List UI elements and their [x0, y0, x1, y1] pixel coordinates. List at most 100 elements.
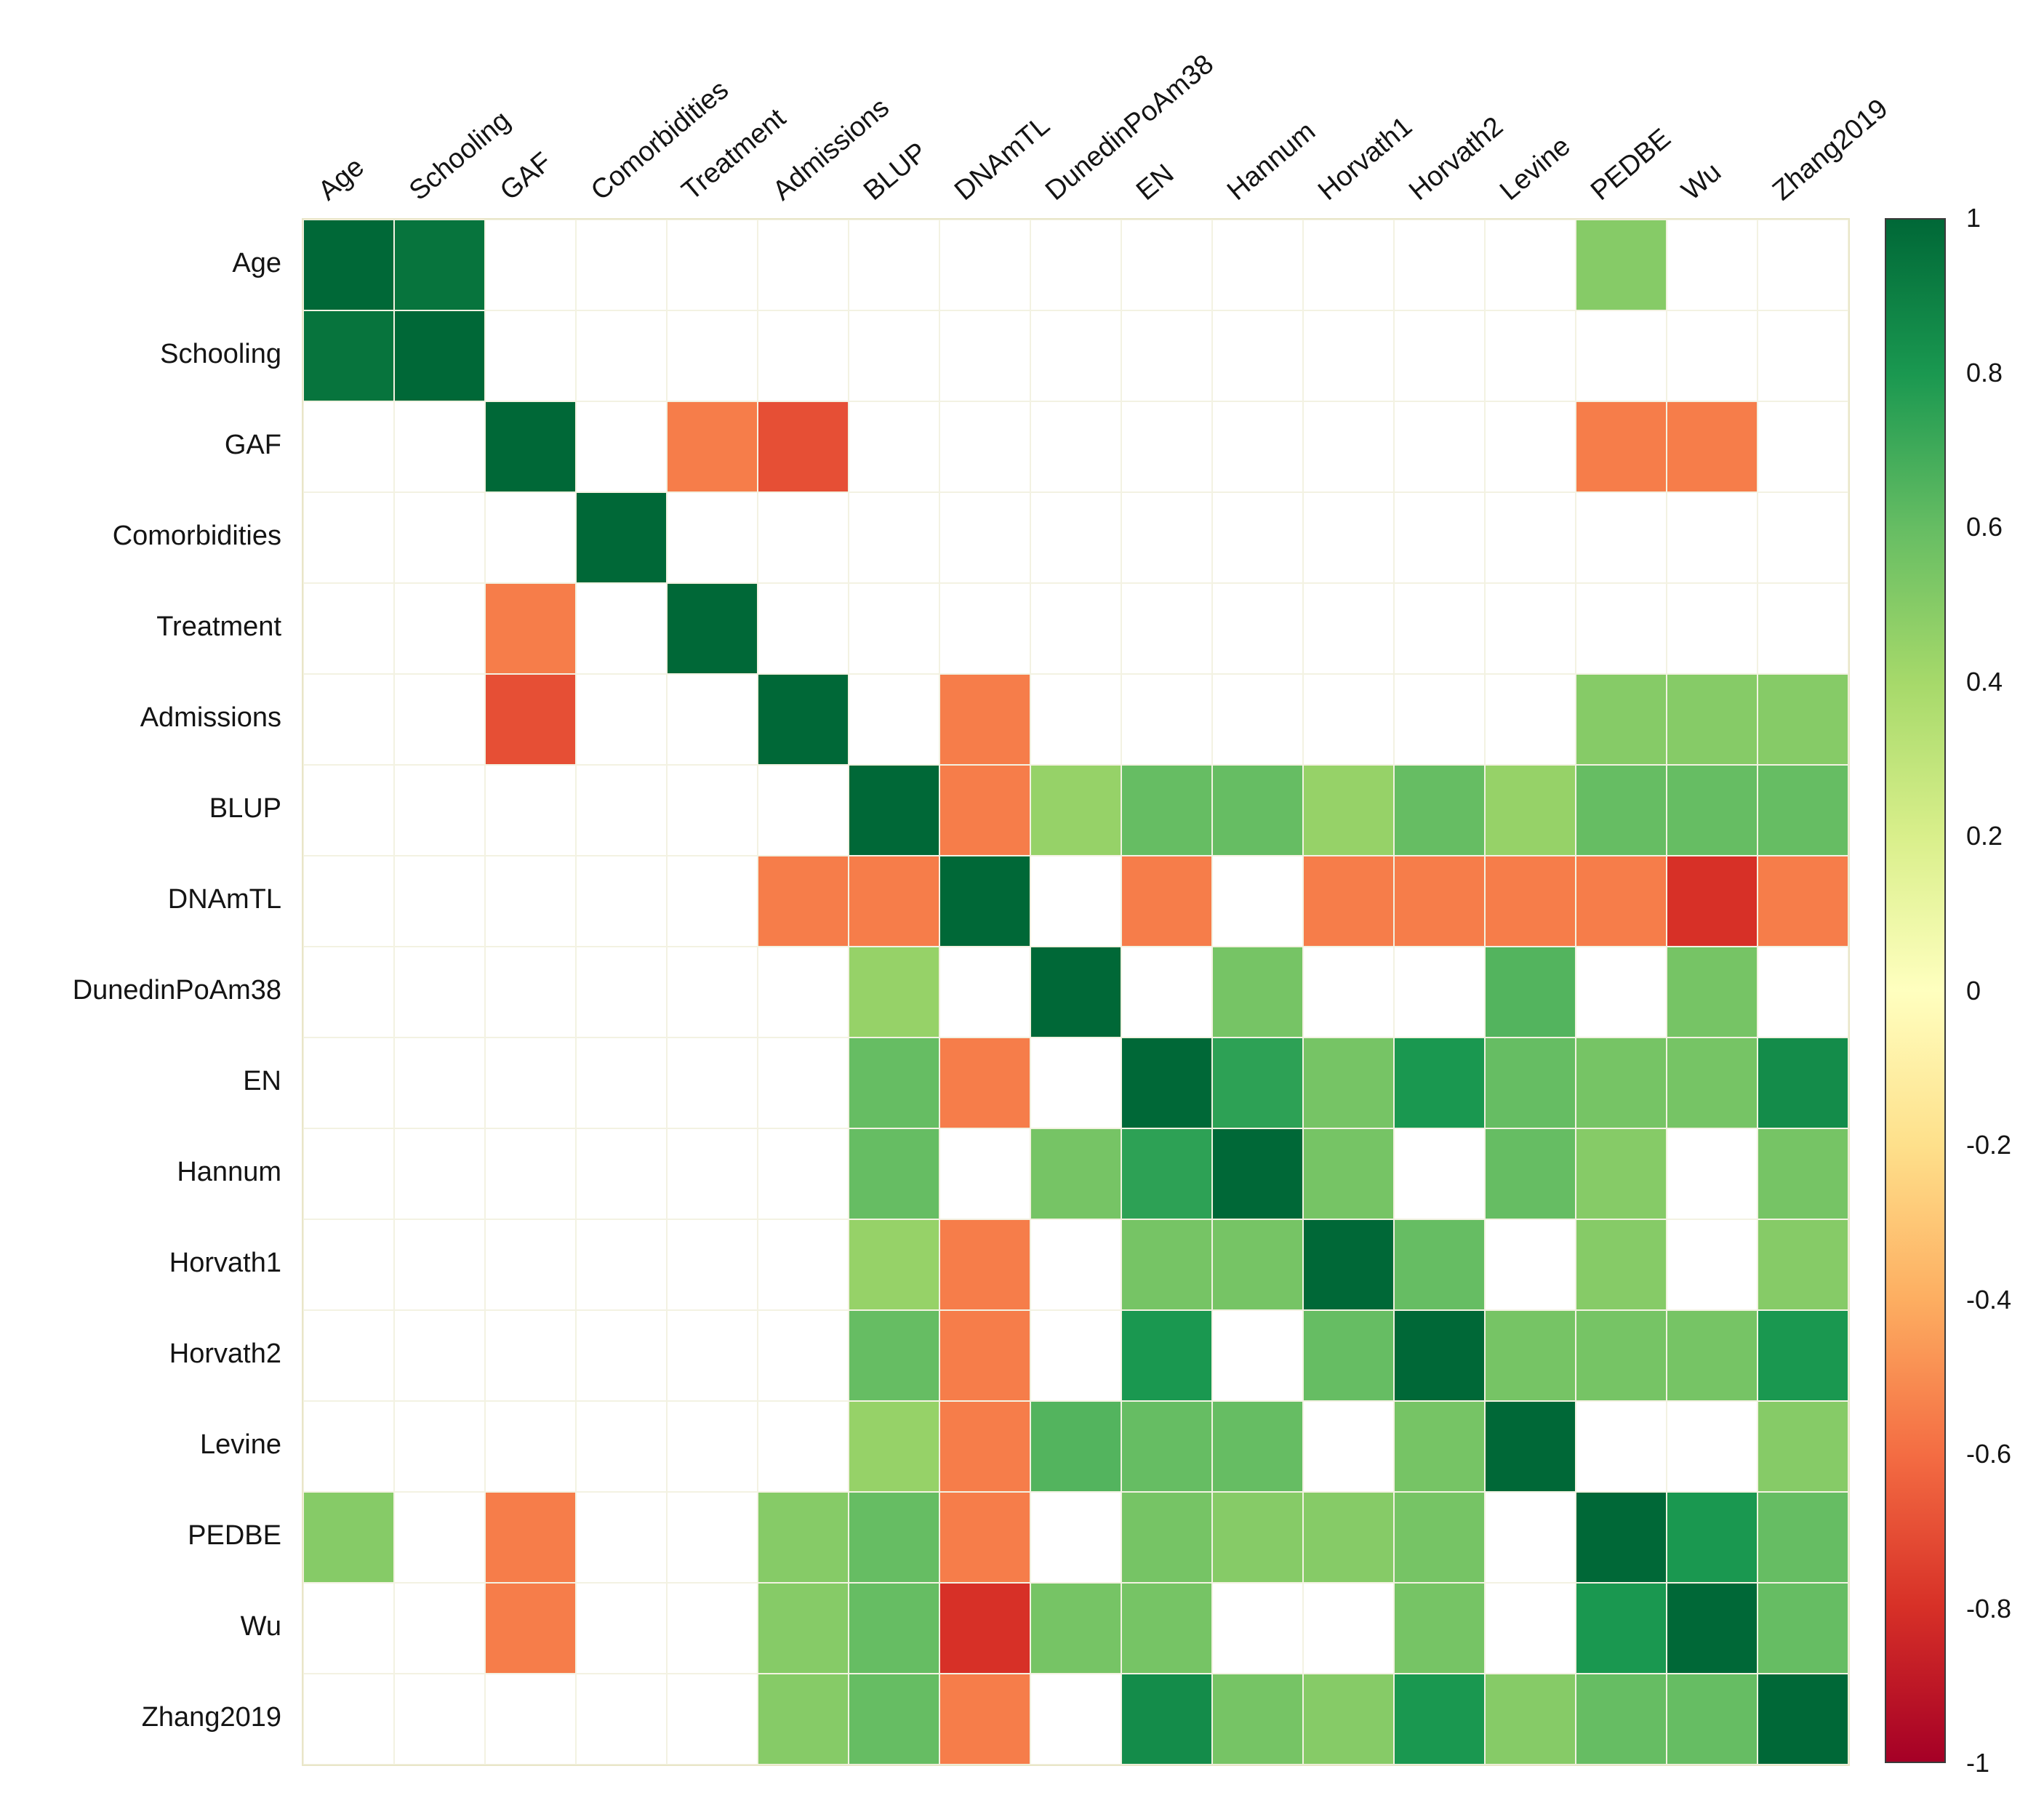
row-label: Comorbidities — [112, 521, 281, 551]
colorbar-tick-label: 0 — [1966, 975, 1981, 1006]
heatmap-cell — [1576, 674, 1667, 765]
heatmap-cell — [1576, 401, 1667, 492]
heatmap-cell — [1121, 1674, 1212, 1765]
colorbar-tick-label: -0.8 — [1966, 1593, 2012, 1624]
colorbar — [1885, 218, 1946, 1763]
heatmap-cell — [1212, 1401, 1303, 1492]
column-label: Schooling — [404, 105, 516, 206]
heatmap-cell — [576, 1038, 667, 1128]
column-label: Hannum — [1222, 116, 1322, 206]
heatmap-cell — [485, 492, 576, 583]
heatmap-cell — [1030, 1401, 1121, 1492]
heatmap-cell — [394, 1583, 485, 1674]
heatmap-cell — [303, 401, 394, 492]
heatmap-cell — [667, 1583, 758, 1674]
heatmap-cell — [667, 674, 758, 765]
heatmap-cell — [576, 1128, 667, 1219]
heatmap-cell — [1576, 492, 1667, 583]
heatmap-cell — [667, 310, 758, 401]
heatmap-cell — [667, 401, 758, 492]
column-label: DunedinPoAm38 — [1040, 49, 1220, 206]
heatmap-cell — [1212, 1310, 1303, 1401]
heatmap-cell — [758, 401, 849, 492]
heatmap-cell — [394, 856, 485, 947]
heatmap-cell — [1212, 1219, 1303, 1310]
heatmap-cell — [758, 856, 849, 947]
heatmap-cell — [1030, 310, 1121, 401]
heatmap-cell — [1667, 310, 1758, 401]
heatmap-cell — [1667, 1310, 1758, 1401]
heatmap-cell — [1758, 1583, 1848, 1674]
heatmap-cell — [1485, 401, 1576, 492]
heatmap-cell — [939, 1401, 1030, 1492]
row-label: GAF — [224, 430, 281, 460]
heatmap-cell — [303, 856, 394, 947]
heatmap-cell — [303, 1038, 394, 1128]
heatmap-cell — [1394, 1219, 1485, 1310]
heatmap-cell — [1667, 1219, 1758, 1310]
heatmap-cell — [1121, 1310, 1212, 1401]
heatmap-cell — [576, 583, 667, 674]
heatmap-cell — [667, 1674, 758, 1765]
heatmap-cell — [1485, 1583, 1576, 1674]
row-label: DNAmTL — [167, 884, 281, 915]
heatmap-cell — [1303, 492, 1394, 583]
heatmap-cell — [1303, 856, 1394, 947]
heatmap-cell — [1394, 947, 1485, 1038]
heatmap-cell — [667, 220, 758, 310]
heatmap-cell — [576, 401, 667, 492]
heatmap-cell — [1758, 1128, 1848, 1219]
heatmap-cell — [1394, 583, 1485, 674]
heatmap-cell — [1030, 492, 1121, 583]
heatmap-cell — [1394, 765, 1485, 856]
heatmap-cell — [1030, 583, 1121, 674]
heatmap-cell — [1030, 765, 1121, 856]
heatmap-cell — [1758, 856, 1848, 947]
heatmap-cell — [1394, 856, 1485, 947]
heatmap-cell — [1030, 1492, 1121, 1583]
heatmap-cell — [1121, 1583, 1212, 1674]
colorbar-tick-label: -0.4 — [1966, 1284, 2012, 1315]
heatmap-cell — [1667, 492, 1758, 583]
heatmap-cell — [667, 765, 758, 856]
heatmap-cell — [1212, 220, 1303, 310]
heatmap-cell — [1121, 310, 1212, 401]
heatmap-cell — [1394, 492, 1485, 583]
heatmap-cell — [1758, 310, 1848, 401]
heatmap-cell — [1576, 1310, 1667, 1401]
heatmap-cell — [758, 492, 849, 583]
column-label: EN — [1131, 158, 1180, 206]
heatmap-cell — [303, 1401, 394, 1492]
heatmap-cell — [1758, 492, 1848, 583]
heatmap-cell — [1303, 765, 1394, 856]
heatmap-cell — [394, 1038, 485, 1128]
heatmap-cell — [576, 1492, 667, 1583]
heatmap-cell — [1212, 1038, 1303, 1128]
heatmap-cell — [394, 674, 485, 765]
heatmap-cell — [1758, 583, 1848, 674]
heatmap-cell — [394, 583, 485, 674]
heatmap-cell — [485, 401, 576, 492]
heatmap-cell — [849, 1674, 939, 1765]
heatmap-cell — [1394, 674, 1485, 765]
heatmap-cell — [1394, 1128, 1485, 1219]
heatmap-cell — [1667, 947, 1758, 1038]
heatmap-cell — [1121, 1038, 1212, 1128]
row-label: PEDBE — [188, 1520, 281, 1551]
column-label: Wu — [1676, 156, 1728, 206]
heatmap-cell — [939, 220, 1030, 310]
heatmap-cell — [485, 1128, 576, 1219]
heatmap-cell — [1030, 674, 1121, 765]
heatmap-cell — [1394, 401, 1485, 492]
heatmap-cell — [303, 310, 394, 401]
heatmap-cell — [303, 492, 394, 583]
heatmap-cell — [394, 947, 485, 1038]
heatmap-cell — [939, 492, 1030, 583]
heatmap-cell — [849, 947, 939, 1038]
heatmap-cell — [1030, 947, 1121, 1038]
heatmap-cell — [1212, 401, 1303, 492]
heatmap-cell — [303, 1310, 394, 1401]
heatmap-cell — [1667, 401, 1758, 492]
heatmap-cell — [758, 220, 849, 310]
heatmap-cell — [394, 401, 485, 492]
